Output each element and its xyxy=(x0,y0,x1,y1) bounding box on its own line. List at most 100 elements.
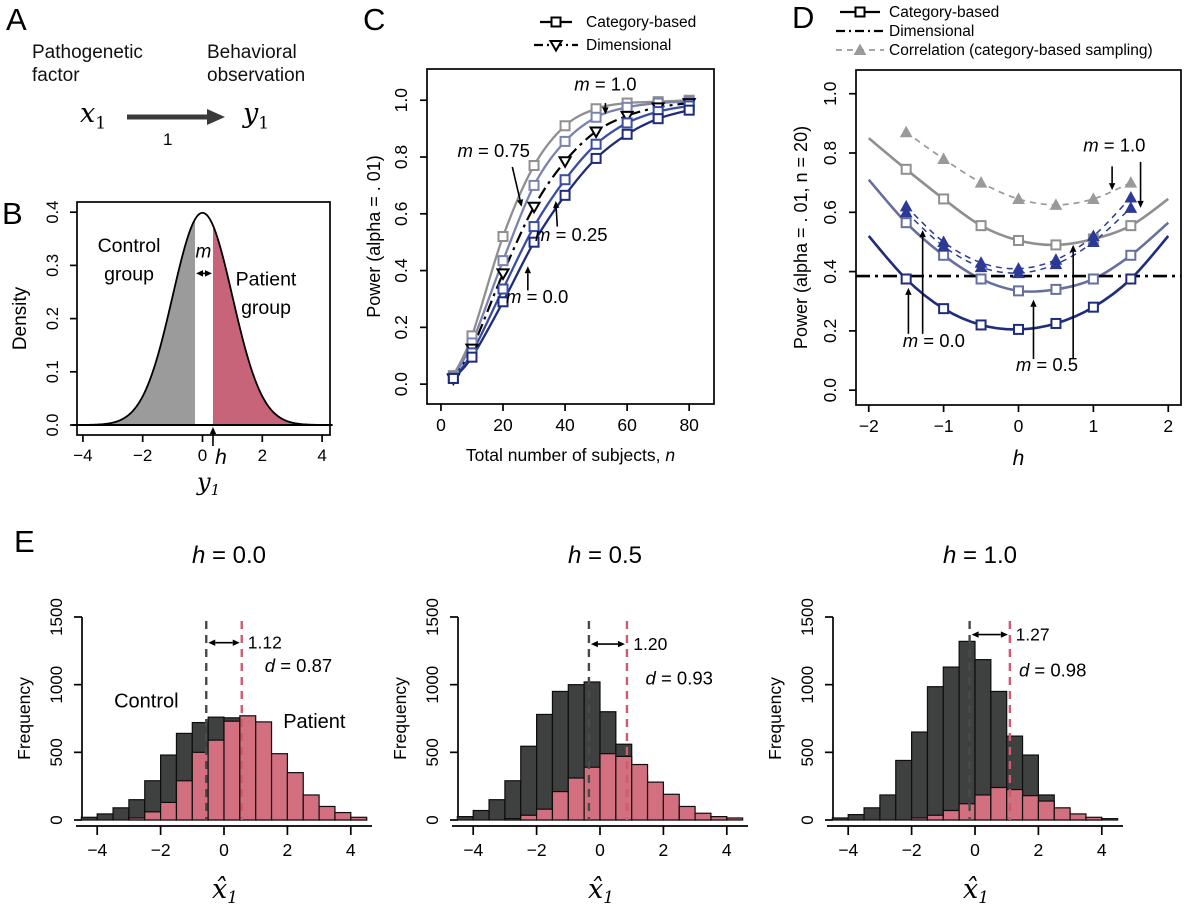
svg-text:4: 4 xyxy=(722,840,732,860)
svg-text:group: group xyxy=(241,297,291,319)
svg-text:0.0: 0.0 xyxy=(391,372,411,397)
svg-text:m = 0.0: m = 0.0 xyxy=(903,330,965,351)
svg-text:h = 1.0: h = 1.0 xyxy=(943,542,1017,569)
svg-text:500: 500 xyxy=(47,738,66,766)
svg-text:Control: Control xyxy=(114,691,178,713)
svg-text:y1: y1 xyxy=(196,468,220,499)
svg-text:−1: −1 xyxy=(934,416,954,436)
panel-d-power-vs-h-chart: −2 −1 0 1 2 0.0 0.2 0.4 0.6 0.8 1.0 Power (alpha = … xyxy=(791,4,1182,470)
svg-text:d = 0.98: d = 0.98 xyxy=(1019,660,1086,681)
svg-text:−2: −2 xyxy=(527,840,547,860)
pathogenetic-factor-label: Pathogenetic factor xyxy=(32,42,143,86)
svg-text:0.6: 0.6 xyxy=(820,200,840,224)
svg-text:m = 1.0: m = 1.0 xyxy=(1083,135,1145,156)
panel-c-label: C xyxy=(363,2,386,37)
svg-text:500: 500 xyxy=(423,738,442,766)
svg-text:0.1: 0.1 xyxy=(44,360,62,383)
svg-text:0: 0 xyxy=(219,840,229,860)
svg-text:4: 4 xyxy=(1097,840,1107,860)
svg-text:40: 40 xyxy=(555,415,575,435)
panel-a-label: A xyxy=(6,2,27,37)
svg-text:Correlation (category-based sa: Correlation (category-based sampling) xyxy=(889,42,1153,59)
svg-text:x̂1: x̂1 xyxy=(212,874,238,907)
svg-text:1.12: 1.12 xyxy=(248,633,282,653)
svg-text:d = 0.87: d = 0.87 xyxy=(265,655,332,676)
svg-text:1.0: 1.0 xyxy=(391,88,411,113)
svg-text:2: 2 xyxy=(1034,840,1044,860)
svg-text:Category-based: Category-based xyxy=(889,4,999,21)
svg-text:0.0: 0.0 xyxy=(820,378,840,403)
svg-text:1: 1 xyxy=(1089,416,1099,436)
svg-text:0: 0 xyxy=(423,815,442,824)
path-arrow-icon xyxy=(127,109,225,125)
svg-text:0.8: 0.8 xyxy=(820,141,840,165)
svg-text:0: 0 xyxy=(970,840,980,860)
svg-text:2: 2 xyxy=(659,840,669,860)
panel-e-label: E xyxy=(14,524,35,559)
svg-text:2: 2 xyxy=(258,446,267,465)
svg-text:−4: −4 xyxy=(463,840,483,860)
svg-text:0.6: 0.6 xyxy=(391,202,411,226)
svg-text:500: 500 xyxy=(798,738,817,766)
svg-text:Frequency: Frequency xyxy=(765,677,785,760)
svg-text:60: 60 xyxy=(617,415,637,435)
svg-text:Control: Control xyxy=(98,235,161,257)
svg-text:4: 4 xyxy=(317,446,326,465)
panel-c-power-vs-n-chart: 0 20 40 60 80 0.0 0.2 0.4 0.6 0.8 1.0 Power (alpha … xyxy=(364,14,715,465)
svg-text:−4: −4 xyxy=(838,840,858,860)
panel-d-label: D xyxy=(792,0,815,35)
svg-text:0.4: 0.4 xyxy=(820,259,840,284)
svg-text:x̂1: x̂1 xyxy=(588,874,614,907)
svg-text:m = 0.25: m = 0.25 xyxy=(535,224,608,245)
svg-text:1500: 1500 xyxy=(798,598,817,636)
svg-text:Dimensional: Dimensional xyxy=(889,23,974,40)
svg-text:−2: −2 xyxy=(133,446,152,465)
svg-text:Frequency: Frequency xyxy=(14,677,34,760)
svg-text:0: 0 xyxy=(595,840,605,860)
svg-text:Total number of subjects, n: Total number of subjects, n xyxy=(466,445,675,465)
svg-text:0.3: 0.3 xyxy=(44,254,62,277)
svg-text:−2: −2 xyxy=(902,840,922,860)
svg-text:1.27: 1.27 xyxy=(1016,625,1050,645)
svg-text:h = 0.0: h = 0.0 xyxy=(192,542,266,569)
svg-text:Power (alpha = . 01, n = 20): Power (alpha = . 01, n = 20) xyxy=(791,126,811,349)
svg-text:Power (alpha = . 01): Power (alpha = . 01) xyxy=(364,155,384,318)
svg-text:Density: Density xyxy=(10,286,31,350)
path-coefficient-label: 1 xyxy=(163,130,173,149)
svg-text:0.2: 0.2 xyxy=(820,319,840,343)
svg-text:h: h xyxy=(1013,447,1025,470)
svg-text:20: 20 xyxy=(493,415,513,435)
svg-text:1000: 1000 xyxy=(423,666,442,704)
svg-text:x̂1: x̂1 xyxy=(963,874,989,907)
svg-text:2: 2 xyxy=(1163,416,1173,436)
panel-b-label: B xyxy=(2,196,23,231)
svg-text:4: 4 xyxy=(346,840,356,860)
svg-text:1500: 1500 xyxy=(47,598,66,636)
svg-text:0: 0 xyxy=(47,815,66,824)
svg-text:1.0: 1.0 xyxy=(820,81,840,106)
svg-text:80: 80 xyxy=(679,415,699,435)
svg-text:−2: −2 xyxy=(151,840,171,860)
svg-text:m = 0.5: m = 0.5 xyxy=(1016,354,1078,375)
svg-text:0.0: 0.0 xyxy=(44,414,62,437)
svg-text:1000: 1000 xyxy=(47,666,66,704)
x1-variable: x1 xyxy=(80,98,107,134)
svg-text:0.2: 0.2 xyxy=(44,307,62,330)
svg-text:group: group xyxy=(104,263,154,285)
svg-text:1.20: 1.20 xyxy=(633,634,667,654)
panel-b-density-chart: −4 −2 0 2 4 0.0 0.1 0.2 0.3 0.4 Density y1 Control gr… xyxy=(10,201,333,499)
svg-text:Patient: Patient xyxy=(236,269,297,291)
svg-text:0: 0 xyxy=(1014,416,1024,436)
svg-text:h: h xyxy=(215,446,227,469)
svg-text:h = 0.5: h = 0.5 xyxy=(568,542,642,569)
panel-e-histograms: 0 500 1000 1500 Frequency −4 −2 0 2 4 x̂1 h = 0.0 1.… xyxy=(14,542,1123,907)
svg-text:0: 0 xyxy=(198,446,207,465)
svg-text:m = 0.75: m = 0.75 xyxy=(457,140,530,161)
y1-variable: y1 xyxy=(243,98,270,134)
svg-text:Frequency: Frequency xyxy=(390,677,410,760)
svg-text:m = 1.0: m = 1.0 xyxy=(574,73,636,94)
svg-text:−4: −4 xyxy=(73,446,92,465)
svg-text:m: m xyxy=(195,241,211,262)
svg-text:1500: 1500 xyxy=(423,598,442,636)
